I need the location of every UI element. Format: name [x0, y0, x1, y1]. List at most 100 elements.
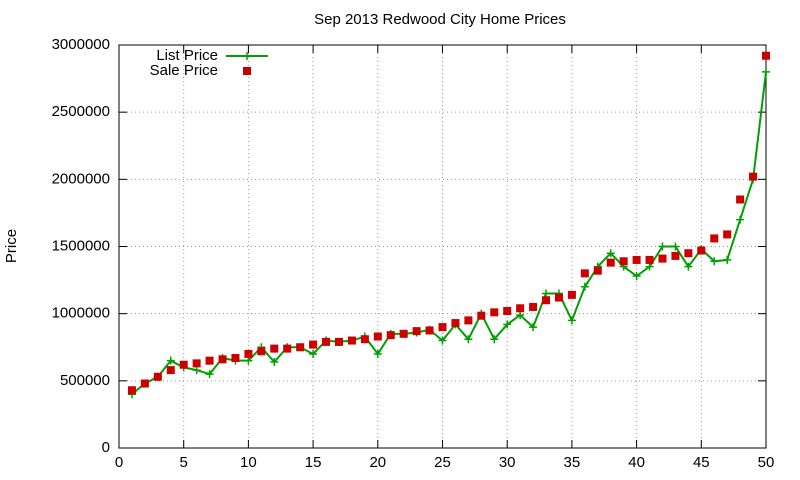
point: [710, 257, 719, 266]
point: [554, 293, 563, 302]
point: [309, 349, 318, 358]
point: [205, 356, 214, 365]
x-tick-label: 10: [240, 454, 257, 471]
point: [749, 172, 758, 181]
point: [632, 272, 641, 281]
point: [451, 319, 460, 328]
point: [671, 251, 680, 260]
legend-marker: [243, 52, 251, 60]
x-tick-label: 5: [180, 454, 188, 471]
point: [244, 349, 253, 358]
point: [360, 335, 369, 344]
point: [619, 257, 628, 266]
legend-marker: [243, 67, 251, 75]
x-tick-label: 30: [499, 454, 516, 471]
point: [762, 51, 770, 60]
point: [658, 242, 667, 251]
y-tick-label: 3000000: [52, 36, 110, 53]
point: [593, 266, 602, 275]
point: [736, 215, 745, 224]
point: [567, 290, 576, 299]
point: [179, 360, 188, 369]
point: [464, 316, 473, 325]
point: [205, 370, 214, 379]
y-axis-label: Price: [3, 229, 20, 263]
point: [464, 335, 473, 344]
point: [322, 337, 331, 346]
y-tick-label: 2500000: [52, 103, 110, 120]
point: [529, 302, 538, 311]
point: [347, 336, 356, 345]
point: [723, 230, 732, 239]
x-tick-label: 50: [758, 454, 775, 471]
point: [490, 335, 499, 344]
point: [697, 246, 706, 255]
point: [580, 282, 589, 291]
x-tick-label: 35: [564, 454, 581, 471]
point: [153, 372, 162, 381]
point: [684, 262, 693, 271]
point: [296, 343, 305, 352]
point: [283, 344, 292, 353]
x-tick-label: 45: [693, 454, 710, 471]
point: [477, 311, 486, 320]
point: [671, 242, 680, 251]
point: [166, 366, 175, 375]
point: [218, 355, 227, 364]
point: [762, 67, 770, 76]
legend-label: Sale Price: [150, 62, 218, 79]
point: [658, 254, 667, 263]
point: [334, 337, 343, 346]
point: [192, 359, 201, 368]
point: [270, 344, 279, 353]
point: [231, 353, 240, 362]
y-tick-label: 2000000: [52, 170, 110, 187]
y-tick-label: 0: [102, 439, 110, 456]
point: [412, 327, 421, 336]
point: [516, 311, 525, 320]
point: [386, 331, 395, 340]
point: [503, 320, 512, 329]
point: [309, 340, 318, 349]
point: [580, 269, 589, 278]
point: [425, 326, 434, 335]
point: [645, 255, 654, 264]
point: [438, 336, 447, 345]
point: [503, 306, 512, 315]
point: [736, 195, 745, 204]
point: [192, 366, 201, 375]
plot-border: [118, 44, 767, 449]
x-tick-label: 15: [305, 454, 322, 471]
point: [270, 358, 279, 367]
point: [542, 296, 551, 305]
y-tick-label: 1500000: [52, 237, 110, 254]
point: [645, 262, 654, 271]
point: [373, 349, 382, 358]
point: [140, 379, 149, 388]
point: [542, 289, 551, 298]
point: [438, 323, 447, 332]
y-tick-label: 1000000: [52, 305, 110, 322]
point: [567, 316, 576, 325]
y-tick-label: 500000: [60, 372, 110, 389]
point: [257, 347, 266, 356]
x-tick-label: 25: [434, 454, 451, 471]
series-line: [131, 71, 767, 396]
x-tick-label: 40: [628, 454, 645, 471]
point: [373, 332, 382, 341]
chart-title: Sep 2013 Redwood City Home Prices: [314, 11, 566, 28]
legend-label: List Price: [156, 47, 218, 64]
point: [490, 308, 499, 317]
point: [529, 323, 538, 332]
point: [399, 329, 408, 338]
point: [710, 234, 719, 243]
x-tick-label: 0: [115, 454, 123, 471]
point: [606, 249, 615, 258]
point: [244, 356, 253, 365]
point: [516, 304, 525, 313]
point: [606, 258, 615, 267]
point: [684, 249, 693, 258]
point: [632, 255, 641, 264]
point: [723, 255, 732, 264]
